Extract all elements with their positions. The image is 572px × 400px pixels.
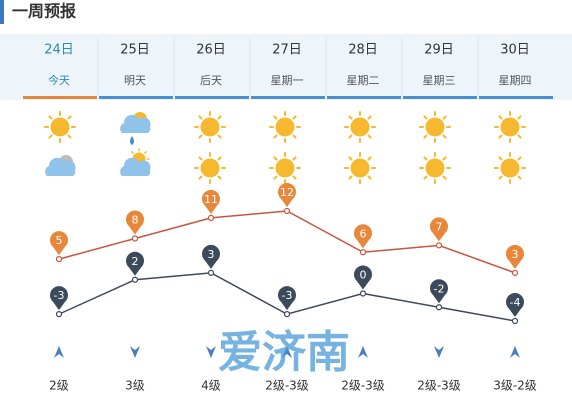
temp-point (207, 214, 215, 221)
temp-point (55, 256, 63, 263)
temp-point (359, 290, 367, 297)
temp-label: -4 (510, 296, 521, 309)
wind-level: 2级-3级 (265, 379, 309, 393)
cloud-icon (45, 155, 76, 176)
temp-point (283, 311, 291, 318)
pin-shape (430, 279, 448, 304)
tab-date: 30日 (500, 43, 530, 58)
wind-level: 2级-3级 (417, 379, 461, 393)
tab-date: 27日 (272, 43, 302, 58)
temp-point (435, 304, 443, 311)
temp-pin: 3 (201, 244, 220, 269)
rain-cloud-icon (120, 112, 151, 145)
tab-date: 24日 (44, 43, 74, 58)
temp-pin: 8 (126, 210, 144, 235)
pin-shape (49, 286, 68, 311)
temp-pin: 12 (278, 182, 296, 207)
temp-point (435, 242, 443, 249)
temp-label: 0 (360, 269, 367, 282)
title-bar (0, 0, 4, 24)
tab-strip (0, 34, 572, 100)
temp-label: 6 (360, 227, 367, 240)
wind-arrow (130, 346, 140, 358)
temp-label: -3 (282, 289, 293, 302)
temp-label: -2 (434, 282, 445, 295)
temp-pin: 3 (506, 244, 524, 269)
tab-underline (99, 96, 173, 99)
tab-underline (251, 96, 325, 99)
temp-pin: 6 (354, 224, 373, 249)
temp-pin: -4 (506, 292, 524, 317)
sun-cloud-icon (120, 148, 151, 176)
temp-point (131, 276, 139, 283)
tab-date: 25日 (120, 43, 150, 58)
tab-underline (175, 96, 249, 99)
temp-pin: -3 (278, 286, 296, 311)
pin-shape (202, 189, 220, 214)
temp-pin: -2 (430, 279, 448, 304)
temp-label: 8 (132, 214, 139, 227)
pin-shape (201, 244, 220, 269)
temp-point (207, 269, 215, 276)
wind-arrow (434, 346, 444, 358)
tab-weekday: 星期一 (271, 74, 304, 87)
pin-shape (126, 251, 144, 276)
temp-pin: 5 (50, 231, 68, 256)
temp-point (131, 235, 139, 242)
wind-arrow (510, 346, 520, 358)
tab-weekday: 今天 (48, 73, 70, 87)
pin-shape (278, 182, 296, 207)
tab-weekday: 明天 (124, 74, 146, 87)
tab-underline (327, 96, 401, 99)
watermark: 爱济南 (218, 327, 350, 378)
temp-point (283, 207, 291, 215)
temp-label: 2 (132, 255, 139, 268)
temp-pin: 0 (354, 265, 372, 290)
wind-level: 2级 (49, 379, 69, 393)
pin-shape (354, 224, 373, 249)
temp-label: 3 (512, 248, 519, 261)
wind-level: 3级 (125, 379, 145, 393)
pin-shape (506, 244, 524, 269)
tab-date: 29日 (424, 43, 454, 58)
tab-weekday: 星期二 (347, 74, 380, 87)
pin-shape (126, 210, 144, 235)
page-title: 一周预报 (12, 2, 76, 21)
wind-level: 3级-2级 (493, 379, 537, 393)
pin-shape (278, 286, 296, 311)
wind-arrow (282, 346, 292, 358)
tab-date: 28日 (348, 43, 378, 58)
tab-underline (479, 96, 553, 99)
tab-weekday: 星期三 (423, 74, 456, 87)
pin-shape (50, 231, 68, 256)
temp-label: 11 (204, 193, 218, 206)
tab-underline (23, 96, 97, 99)
wind-arrow (358, 346, 368, 358)
tab-weekday: 星期四 (499, 74, 532, 87)
tab-weekday: 后天 (200, 74, 222, 87)
temp-label: 5 (56, 234, 63, 247)
tab-underline (403, 96, 477, 99)
temp-point (511, 269, 519, 276)
temp-pin: 2 (126, 251, 144, 276)
wind-arrow (206, 346, 216, 358)
temp-pin: -3 (49, 286, 68, 311)
wind-level: 4级 (201, 379, 221, 393)
wind-level: 2级-3级 (341, 379, 385, 393)
pin-shape (430, 217, 448, 242)
pin-shape (506, 292, 524, 317)
tab-date: 26日 (196, 43, 226, 58)
temp-point (359, 249, 367, 256)
temp-point (511, 317, 519, 325)
temp-point (55, 311, 63, 318)
temp-pin: 7 (430, 217, 448, 242)
wind-arrow (54, 346, 64, 358)
temp-label: -3 (54, 289, 65, 302)
pin-shape (354, 265, 372, 290)
temp-label: 3 (208, 248, 215, 261)
temp-label: 12 (280, 186, 294, 199)
temp-label: 7 (436, 220, 443, 233)
temp-pin: 11 (202, 189, 220, 214)
